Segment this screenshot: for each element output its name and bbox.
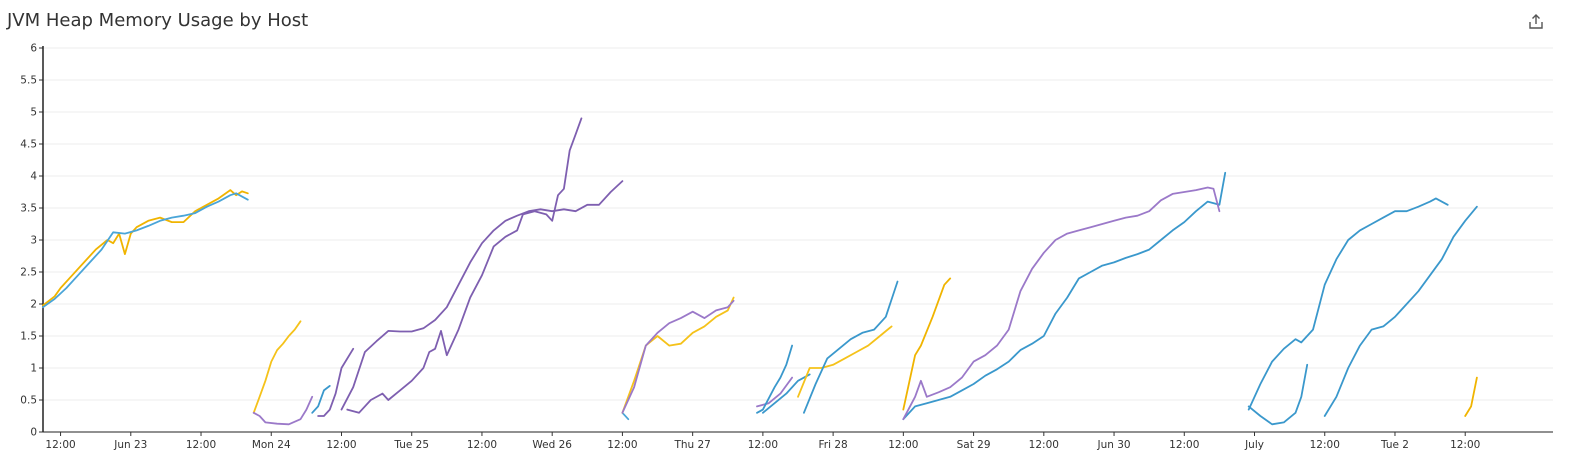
series-line-1: [42, 192, 249, 309]
x-tick-label: Jun 30: [1096, 439, 1130, 451]
x-tick-label: Fri 28: [819, 439, 848, 451]
series-line-8: [621, 411, 630, 421]
series-line-21: [1323, 205, 1478, 417]
y-tick-label: 3: [30, 235, 37, 247]
x-tick-label: Mon 24: [252, 439, 291, 451]
x-tick-label: 12:00: [467, 439, 497, 451]
x-tick-label: 12:00: [186, 439, 216, 451]
series-line-18: [902, 186, 1221, 421]
series-line-20: [1247, 363, 1309, 426]
series-line-4: [311, 385, 331, 414]
series-line-11: [756, 376, 793, 408]
x-tick-label: 12:00: [888, 439, 918, 451]
axis-layer: 0 0.5 1 1.5 2 2.5 3 3.5 4 4.5 5 5.5 6 12:00 Jun 23 12:0…: [20, 43, 1553, 451]
x-tick-label: Tue 25: [393, 439, 429, 451]
series-line-2: [252, 320, 302, 414]
series-line-22: [1464, 376, 1478, 417]
x-tick-label: Jun 23: [113, 439, 147, 451]
export-button[interactable]: [1526, 12, 1546, 32]
series-line-13: [762, 373, 811, 414]
share-export-icon: [1529, 14, 1543, 29]
x-tick-label: 12:00: [1310, 439, 1340, 451]
x-tick-label: 12:00: [1450, 439, 1480, 451]
y-tick-label: 5.5: [20, 75, 37, 87]
y-tick-label: 4: [30, 171, 37, 183]
series-line-7: [346, 117, 583, 414]
series-line-14: [797, 325, 893, 398]
series-line-16: [902, 277, 952, 411]
x-tick-label: 12:00: [45, 439, 75, 451]
x-tick-label: July: [1244, 439, 1264, 451]
series-line-3: [252, 395, 314, 426]
series-line-17: [902, 171, 1227, 421]
series-line-5: [317, 347, 355, 417]
chart-title: JVM Heap Memory Usage by Host: [7, 10, 309, 31]
y-tick-label: 4.5: [20, 139, 37, 151]
y-tick-label: 6: [30, 43, 37, 55]
y-tick-label: 5: [30, 107, 37, 119]
y-tick-label: 2.5: [20, 267, 37, 279]
x-tick-label: 12:00: [1169, 439, 1199, 451]
y-tick-label: 0.5: [20, 395, 37, 407]
grid-layer: [43, 47, 1553, 433]
x-tick-label: Tue 2: [1380, 439, 1409, 451]
x-tick-label: 12:00: [748, 439, 778, 451]
y-tick-label: 1.5: [20, 331, 37, 343]
y-tick-label: 0: [30, 427, 37, 439]
x-tick-label: 12:00: [326, 439, 356, 451]
series-line-0: [42, 189, 249, 307]
series-layer: [42, 117, 1478, 426]
x-tick-label: Wed 26: [532, 439, 572, 451]
y-tick-label: 1: [30, 363, 37, 375]
y-tick-label: 3.5: [20, 203, 37, 215]
series-line-12: [756, 344, 793, 414]
series-line-19: [1247, 197, 1449, 411]
x-tick-label: 12:00: [1029, 439, 1059, 451]
series-line-10: [621, 299, 735, 414]
y-tick-label: 2: [30, 299, 37, 311]
x-tick-label: Sat 29: [957, 439, 991, 451]
series-line-6: [340, 180, 624, 411]
series-line-9: [621, 296, 735, 414]
x-tick-label: 12:00: [607, 439, 637, 451]
x-tick-label: Thu 27: [673, 439, 710, 451]
series-line-15: [803, 280, 899, 414]
